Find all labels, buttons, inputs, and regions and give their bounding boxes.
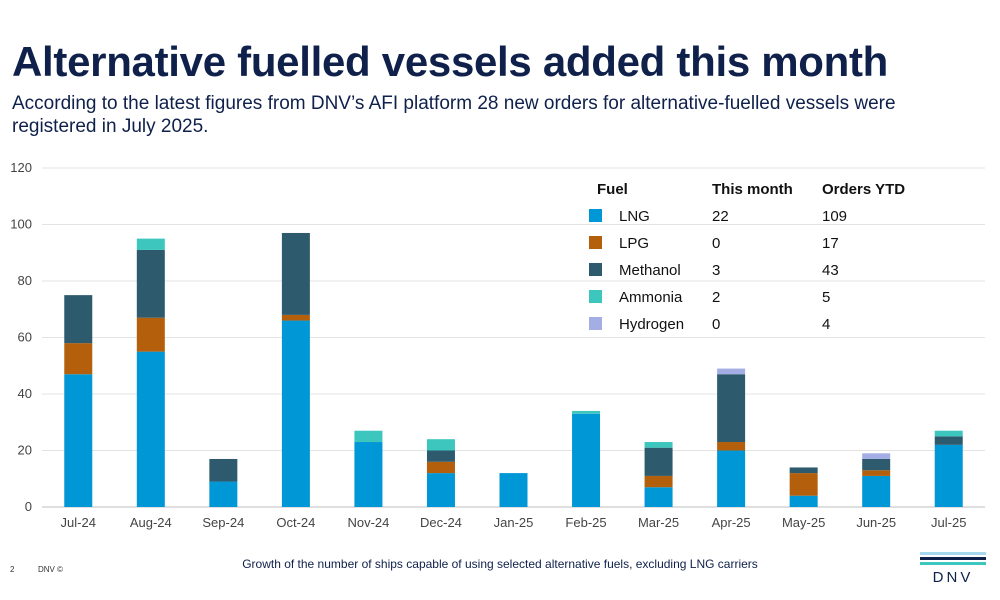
x-tick-label: Aug-24 bbox=[130, 515, 172, 530]
bar-segment-lng-dec-24 bbox=[426, 473, 455, 507]
bar-segment-lpg-dec-24 bbox=[426, 461, 455, 474]
legend-header: This month bbox=[712, 181, 793, 198]
bar-segment-methanol-aug-24 bbox=[136, 249, 165, 318]
page-number: 2 bbox=[10, 565, 15, 574]
y-tick-label: 40 bbox=[18, 386, 32, 401]
bar-segment-methanol-mar-25 bbox=[644, 447, 673, 476]
bar-segment-lng-may-25 bbox=[789, 495, 818, 507]
y-tick-label: 100 bbox=[10, 217, 32, 232]
legend-swatch-lpg bbox=[589, 236, 602, 249]
legend-ytd: 17 bbox=[822, 235, 839, 252]
legend-this-month: 22 bbox=[712, 208, 729, 225]
legend-fuel: Ammonia bbox=[619, 289, 683, 306]
x-tick-label: Nov-24 bbox=[347, 515, 389, 530]
bar-segment-lpg-mar-25 bbox=[644, 475, 673, 488]
logo-stripe bbox=[920, 557, 986, 560]
x-tick-label: Jul-24 bbox=[61, 515, 96, 530]
legend-header: Orders YTD bbox=[822, 181, 905, 198]
bar-segment-methanol-jul-24 bbox=[64, 295, 93, 344]
bar-segment-methanol-dec-24 bbox=[426, 450, 455, 462]
logo-stripe bbox=[920, 552, 986, 555]
legend-this-month: 0 bbox=[712, 235, 720, 252]
bar-segment-methanol-oct-24 bbox=[281, 232, 310, 315]
dnv-logo: DNV bbox=[920, 552, 986, 588]
bar-segment-lng-jan-25 bbox=[499, 473, 528, 507]
x-tick-label: Mar-25 bbox=[638, 515, 679, 530]
legend-swatch-ammonia bbox=[589, 290, 602, 303]
bar-segment-lng-feb-25 bbox=[572, 413, 601, 507]
x-tick-label: Feb-25 bbox=[565, 515, 606, 530]
chart-gridlines bbox=[42, 167, 985, 508]
bar-segment-lng-jul-24 bbox=[64, 374, 93, 507]
y-tick-label: 80 bbox=[18, 273, 32, 288]
logo-text: DNV bbox=[932, 569, 974, 586]
bar-segment-hydrogen-apr-25 bbox=[717, 368, 746, 375]
bar-segment-ammonia-nov-24 bbox=[354, 430, 383, 443]
bar-segment-lpg-jul-24 bbox=[64, 343, 93, 375]
legend-fuel: LNG bbox=[619, 208, 650, 225]
legend-header: Fuel bbox=[597, 181, 628, 198]
x-tick-label: Oct-24 bbox=[276, 515, 315, 530]
bar-segment-ammonia-feb-25 bbox=[572, 410, 601, 414]
bar-segment-methanol-jul-25 bbox=[934, 436, 963, 445]
chart-bars bbox=[64, 232, 963, 507]
y-tick-label: 120 bbox=[10, 160, 32, 175]
chart-legend: Fuel This month Orders YTD LNG 22 109 LPG 0 17 Me… bbox=[589, 181, 905, 333]
legend-ytd: 43 bbox=[822, 262, 839, 279]
legend-swatch-lng bbox=[589, 209, 602, 222]
x-tick-label: Sep-24 bbox=[202, 515, 244, 530]
x-tick-label: Jan-25 bbox=[494, 515, 534, 530]
bar-segment-ammonia-mar-25 bbox=[644, 442, 673, 448]
x-tick-label: Apr-25 bbox=[712, 515, 751, 530]
bar-segment-ammonia-dec-24 bbox=[426, 439, 455, 451]
bar-segment-methanol-jun-25 bbox=[862, 458, 891, 471]
bar-segment-lng-oct-24 bbox=[281, 320, 310, 507]
bar-segment-ammonia-jul-25 bbox=[934, 430, 963, 437]
bar-segment-lng-jun-25 bbox=[862, 475, 891, 507]
x-axis-ticks: Jul-24 Aug-24 Sep-24 Oct-24 Nov-24 Dec-24 Jan-… bbox=[61, 515, 967, 530]
bar-segment-lpg-jun-25 bbox=[862, 470, 891, 476]
bar-segment-methanol-may-25 bbox=[789, 467, 818, 474]
y-axis-ticks: 0 20 40 60 80 100 120 bbox=[10, 160, 32, 514]
legend-this-month: 0 bbox=[712, 316, 720, 333]
y-tick-label: 60 bbox=[18, 330, 32, 345]
legend-fuel: LPG bbox=[619, 235, 649, 252]
bar-segment-lpg-oct-24 bbox=[281, 314, 310, 321]
legend-fuel: Hydrogen bbox=[619, 316, 684, 333]
logo-stripe bbox=[920, 562, 986, 565]
bar-segment-lpg-may-25 bbox=[789, 473, 818, 496]
bar-segment-lng-sep-24 bbox=[209, 481, 238, 507]
legend-fuel: Methanol bbox=[619, 262, 681, 279]
chart-caption: Growth of the number of ships capable of… bbox=[242, 557, 758, 571]
x-tick-label: Jun-25 bbox=[856, 515, 896, 530]
bar-segment-lng-jul-25 bbox=[934, 444, 963, 507]
legend-swatch-methanol bbox=[589, 263, 602, 276]
bar-segment-lng-aug-24 bbox=[136, 351, 165, 507]
page-subtitle: According to the latest figures from DNV… bbox=[12, 93, 896, 137]
y-tick-label: 0 bbox=[25, 499, 32, 514]
bar-segment-lpg-apr-25 bbox=[717, 442, 746, 451]
x-tick-label: Dec-24 bbox=[420, 515, 462, 530]
y-tick-label: 20 bbox=[18, 443, 32, 458]
legend-ytd: 109 bbox=[822, 208, 847, 225]
bar-segment-hydrogen-jun-25 bbox=[862, 453, 891, 459]
legend-ytd: 5 bbox=[822, 289, 830, 306]
bar-segment-methanol-sep-24 bbox=[209, 458, 238, 482]
bar-segment-lng-mar-25 bbox=[644, 487, 673, 507]
bar-segment-lng-nov-24 bbox=[354, 442, 383, 507]
legend-this-month: 3 bbox=[712, 262, 720, 279]
footer-brand: DNV © bbox=[38, 565, 64, 574]
bar-segment-methanol-apr-25 bbox=[717, 374, 746, 443]
legend-this-month: 2 bbox=[712, 289, 720, 306]
bar-segment-ammonia-aug-24 bbox=[136, 238, 165, 250]
x-tick-label: May-25 bbox=[782, 515, 825, 530]
page-title: Alternative fuelled vessels added this m… bbox=[12, 38, 889, 85]
bar-segment-lng-apr-25 bbox=[717, 450, 746, 507]
legend-ytd: 4 bbox=[822, 316, 830, 333]
x-tick-label: Jul-25 bbox=[931, 515, 966, 530]
legend-swatch-hydrogen bbox=[589, 317, 602, 330]
bar-segment-lpg-aug-24 bbox=[136, 317, 165, 352]
